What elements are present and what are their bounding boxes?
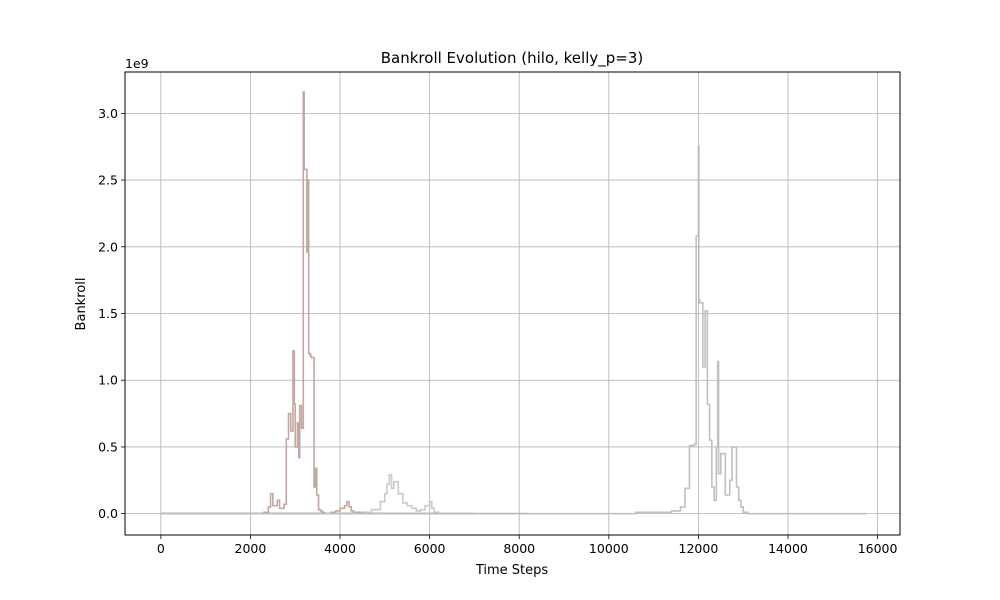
x-tick-label: 10000 <box>589 541 629 556</box>
x-tick-label: 14000 <box>768 541 808 556</box>
x-tick-label: 0 <box>157 541 165 556</box>
y-tick-label: 1.0 <box>98 373 118 388</box>
ticks: 0 2000 4000 6000 8000 10000 12000 14000 16000 0.0… <box>98 106 897 556</box>
x-tick-label: 6000 <box>414 541 446 556</box>
y-tick-label: 0.0 <box>98 506 118 521</box>
x-tick-label: 4000 <box>324 541 356 556</box>
y-tick-label: 2.0 <box>98 239 118 254</box>
x-tick-label: 12000 <box>679 541 719 556</box>
y-tick-label: 0.5 <box>98 439 118 454</box>
x-tick-label: 16000 <box>858 541 898 556</box>
y-tick-label: 2.5 <box>98 173 118 188</box>
y-offset-text: 1e9 <box>125 56 149 71</box>
series-group <box>160 91 867 515</box>
y-tick-label: 1.5 <box>98 306 118 321</box>
series-line-6 <box>160 145 867 515</box>
y-tick-label: 3.0 <box>98 106 118 121</box>
x-axis-label: Time Steps <box>475 563 549 578</box>
y-axis-label: Bankroll <box>74 278 89 331</box>
plot-frame <box>124 71 901 536</box>
series-line-4 <box>160 91 475 515</box>
x-tick-label: 8000 <box>503 541 535 556</box>
series-line-5 <box>160 474 466 515</box>
x-tick-label: 2000 <box>235 541 267 556</box>
plot-background <box>125 72 900 535</box>
chart-title: Bankroll Evolution (hilo, kelly_p=3) <box>381 49 644 68</box>
